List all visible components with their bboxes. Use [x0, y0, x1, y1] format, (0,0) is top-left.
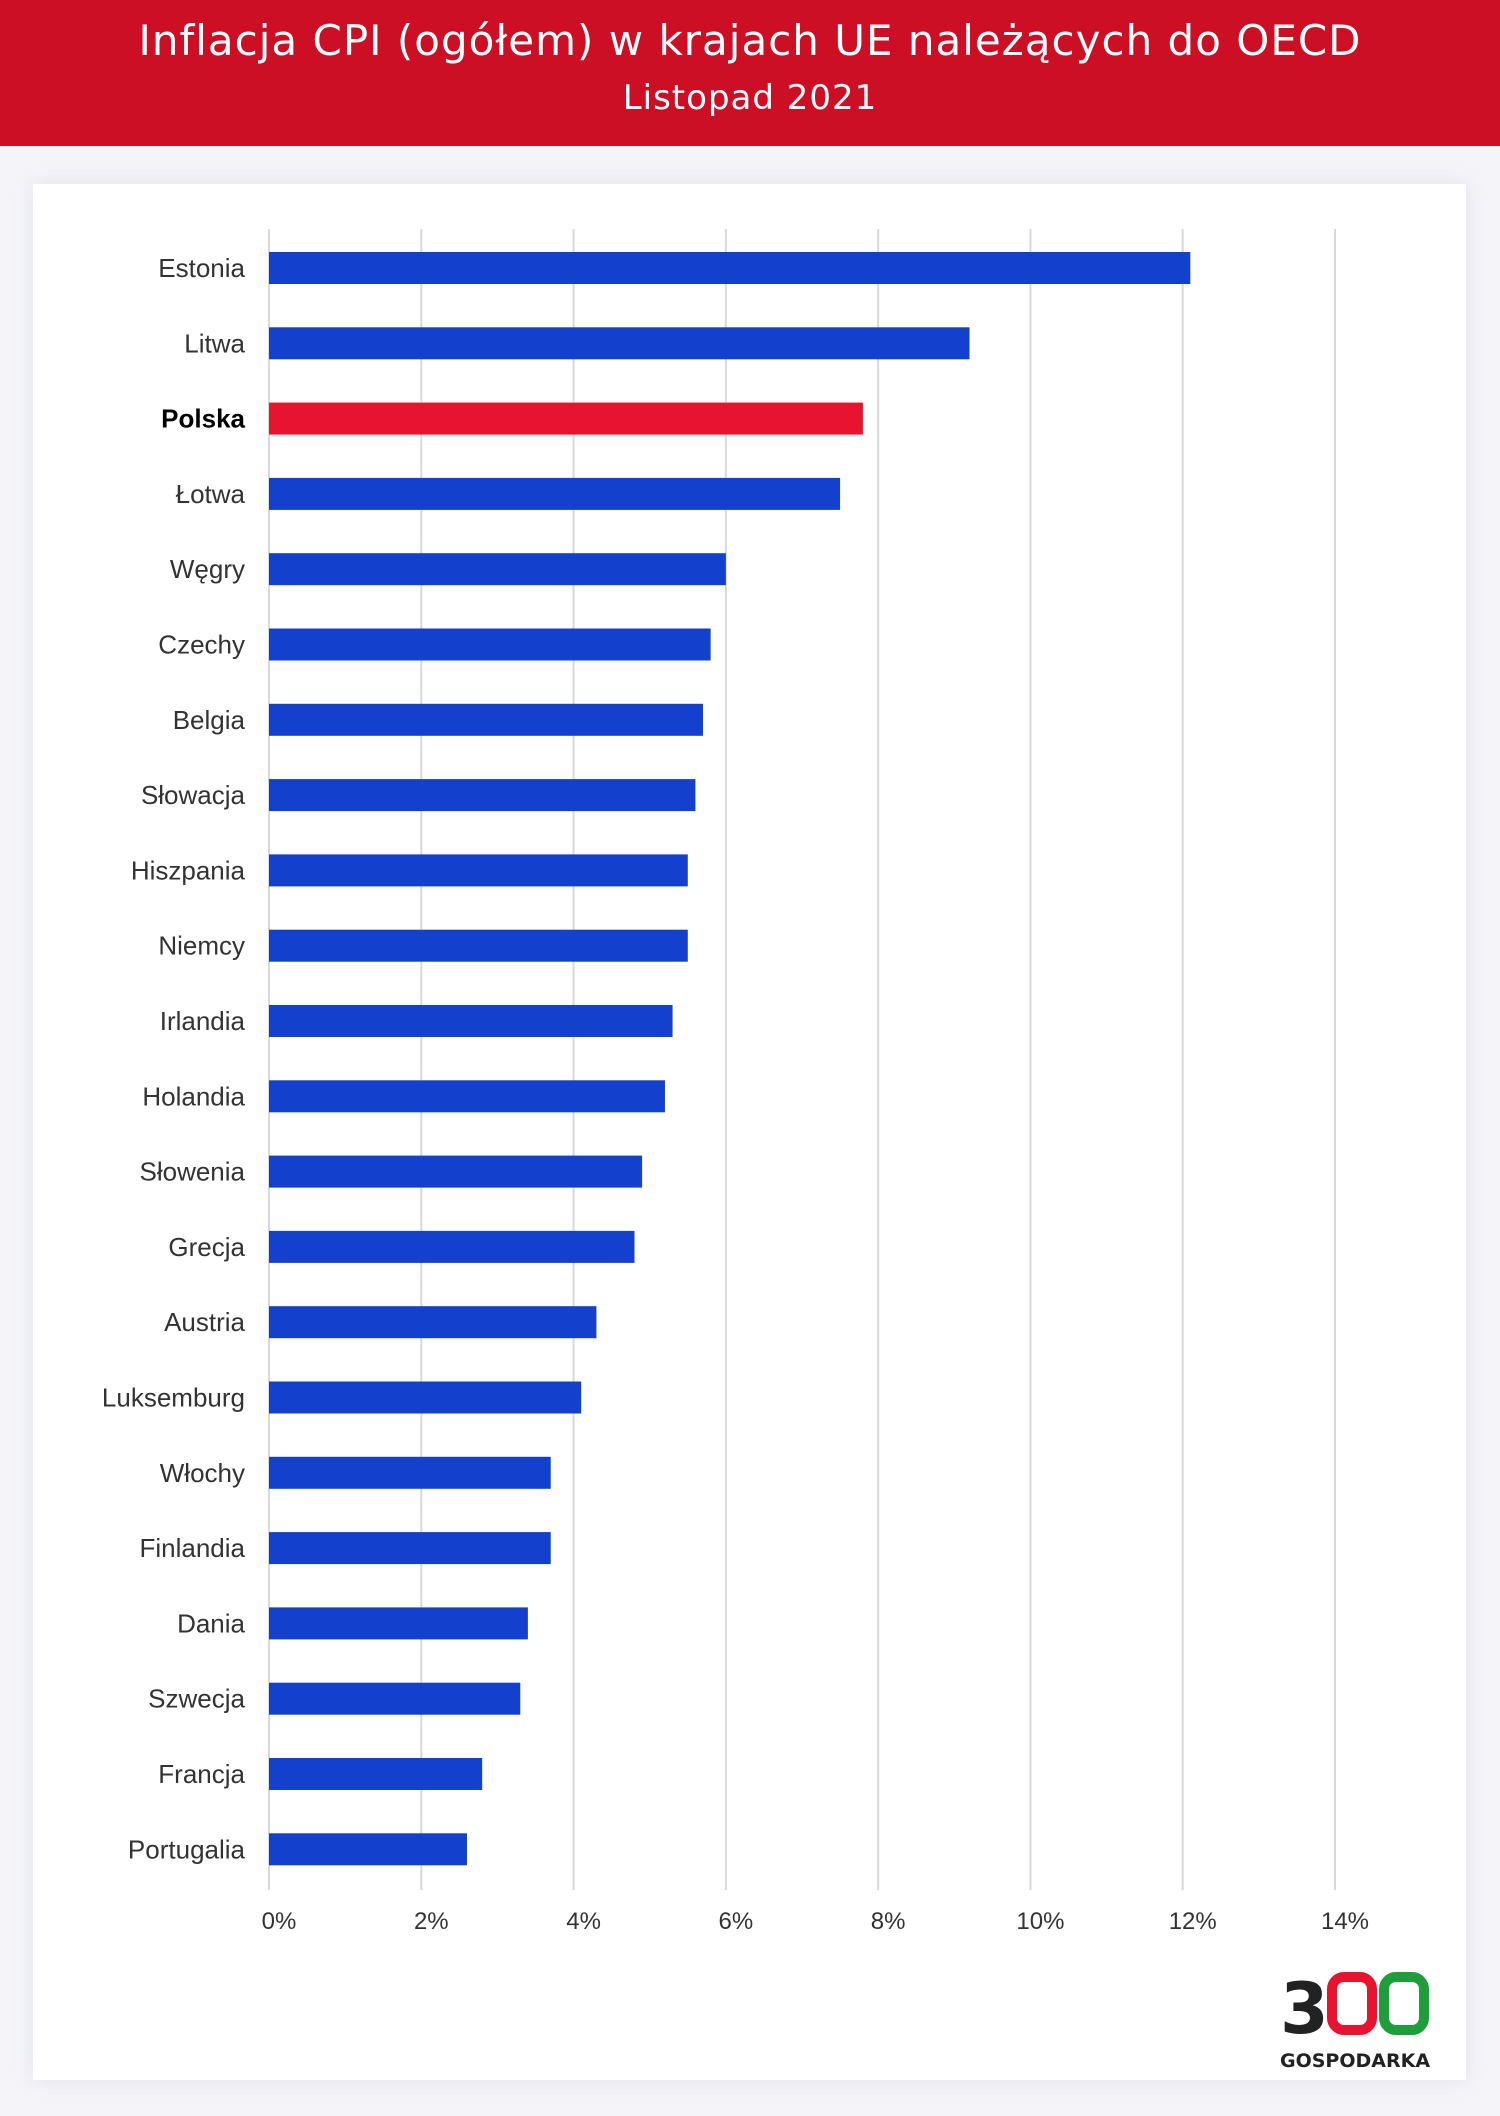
- category-label: Łotwa: [176, 479, 246, 509]
- category-label: Holandia: [142, 1081, 245, 1111]
- category-label: Francja: [158, 1759, 245, 1789]
- logo-zero-red: [1327, 1972, 1377, 2035]
- x-tick-label: 0%: [262, 1908, 297, 1935]
- bar: [269, 477, 841, 510]
- logo-zero-green: [1379, 1972, 1429, 2035]
- category-label: Szwecja: [148, 1684, 245, 1714]
- chart-card: 0% 2% 4% 6% 8% 10% 12% 14% Estonia Litwa Polska Łot…: [33, 184, 1466, 2080]
- category-label: Niemcy: [158, 931, 245, 961]
- x-tick-label: 10%: [1016, 1908, 1064, 1935]
- category-label: Hiszpania: [131, 855, 246, 885]
- bar: [269, 1833, 467, 1866]
- header-banner: Inflacja CPI (ogółem) w krajach UE należ…: [0, 0, 1500, 146]
- bar: [269, 1456, 551, 1489]
- bar: [269, 1758, 483, 1790]
- category-label: Litwa: [184, 328, 245, 358]
- bar: [269, 1005, 673, 1037]
- x-tick-label: 12%: [1169, 1908, 1217, 1935]
- x-tick-label: 8%: [871, 1908, 906, 1935]
- bar: [269, 854, 688, 887]
- bar: [269, 252, 1191, 284]
- bar: [269, 1230, 635, 1263]
- gospodarka-logo: 3 GOSPODARKA: [1280, 1968, 1430, 2072]
- bar: [269, 929, 688, 962]
- category-label: Austria: [164, 1307, 245, 1337]
- category-label: Dania: [177, 1608, 245, 1638]
- bar-chart: 0% 2% 4% 6% 8% 10% 12% 14% Estonia Litwa Polska Łot…: [102, 229, 1369, 1935]
- category-label: Finlandia: [139, 1533, 245, 1563]
- bar: [269, 553, 726, 586]
- category-label: Portugalia: [128, 1834, 246, 1864]
- x-tick-label: 6%: [719, 1908, 754, 1935]
- category-label: Słowacja: [141, 780, 246, 810]
- bar: [269, 1155, 643, 1188]
- bar: [269, 1381, 582, 1414]
- x-tick-label: 4%: [566, 1908, 601, 1935]
- bar: [269, 327, 970, 360]
- category-label: Estonia: [158, 253, 245, 283]
- chart-title: Inflacja CPI (ogółem) w krajach UE należ…: [138, 16, 1362, 65]
- bar: [269, 1607, 528, 1640]
- category-label: Węgry: [170, 554, 245, 584]
- bar: [269, 1682, 521, 1715]
- category-label: Grecja: [168, 1232, 245, 1262]
- chart-subtitle: Listopad 2021: [622, 78, 878, 118]
- category-label: Włochy: [160, 1458, 245, 1488]
- bar: [269, 703, 704, 736]
- category-label: Luksemburg: [102, 1383, 245, 1413]
- category-label: Czechy: [158, 630, 245, 660]
- bar: [269, 1532, 551, 1565]
- category-label: Polska: [161, 404, 245, 434]
- logo-digit-3: 3: [1280, 1968, 1329, 2050]
- bar: [269, 628, 711, 661]
- bar-highlight: [269, 402, 863, 435]
- category-label: Belgia: [173, 705, 246, 735]
- category-label: Słowenia: [139, 1157, 245, 1187]
- bar: [269, 779, 696, 812]
- x-tick-label: 14%: [1321, 1908, 1369, 1935]
- bar: [269, 1306, 597, 1339]
- x-tick-label: 2%: [414, 1908, 449, 1935]
- logo-brand: GOSPODARKA: [1280, 2050, 1430, 2072]
- category-label: Irlandia: [160, 1006, 246, 1036]
- bar: [269, 1080, 665, 1113]
